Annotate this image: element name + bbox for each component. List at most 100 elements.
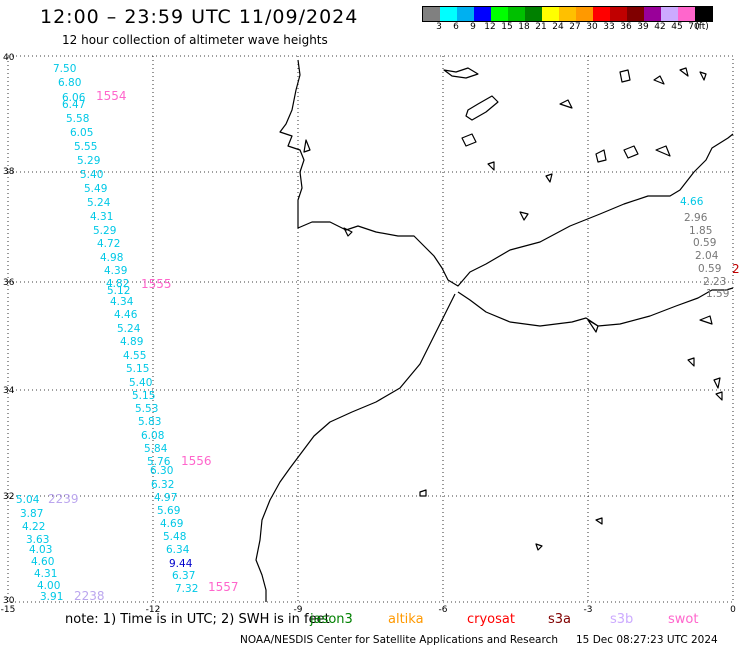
- wave-height-label: 4.66: [680, 196, 704, 208]
- longitude-tick-label: -9: [294, 605, 303, 615]
- pass-id-label: 2238: [74, 589, 105, 603]
- wave-height-label: 5.49: [84, 183, 107, 195]
- wave-height-label: 4.31: [90, 211, 113, 223]
- latitude-tick-label: 34: [3, 386, 15, 396]
- wave-height-label: 4.89: [120, 336, 143, 348]
- legend-label: 27: [569, 22, 581, 32]
- wave-height-label: 6.06: [62, 92, 86, 104]
- legend-label: 12: [484, 22, 496, 32]
- map-subtitle: 12 hour collection of altimeter wave hei…: [62, 33, 328, 47]
- wave-height-label: 6.37: [172, 570, 195, 582]
- wave-height-label: 6.32: [151, 479, 174, 491]
- wave-height-label: 5.12: [107, 285, 130, 297]
- wave-height-label: 5.58: [66, 113, 89, 125]
- legend-label: 18: [518, 22, 530, 32]
- legend-label: 9: [470, 22, 476, 32]
- legend-label: 6: [453, 22, 459, 32]
- wave-height-label: 3.91: [40, 591, 63, 603]
- wave-height-label: 5.55: [74, 141, 97, 153]
- legend-swatch-6: [508, 7, 525, 21]
- wave-height-label: 4.22: [22, 521, 45, 533]
- wave-height-label: 4.69: [160, 518, 183, 530]
- pass-id-label: 1555: [141, 277, 172, 291]
- longitude-tick-label: -6: [439, 605, 448, 615]
- legend-label: 33: [603, 22, 615, 32]
- wave-height-label: 3.87: [20, 508, 43, 520]
- wave-height-label: 1.59: [706, 288, 729, 300]
- pass-id-label: 1554: [96, 89, 127, 103]
- latitude-tick-label: 36: [3, 278, 15, 288]
- wave-height-label: 3.63: [26, 534, 49, 546]
- wave-height-label: 5.04: [16, 494, 40, 506]
- wave-height-label: 4.39: [104, 265, 127, 277]
- wave-height-label: 5.29: [77, 155, 100, 167]
- wave-height-label: 4.34: [110, 296, 134, 308]
- wave-height-label: 9.44: [169, 558, 193, 570]
- satellite-altika: altika: [388, 612, 424, 627]
- legend-label: 39: [637, 22, 649, 32]
- wave-height-label: 2.23: [703, 276, 726, 288]
- wave-height-label: 1.85: [689, 225, 712, 237]
- wave-height-label: 5.83: [138, 416, 161, 428]
- wave-height-label: 4.60: [31, 556, 54, 568]
- wave-height-label: 5.48: [163, 531, 186, 543]
- legend-swatch-5: [491, 7, 508, 21]
- wave-height-label: 7.50: [53, 63, 76, 75]
- legend-label: 70: [688, 22, 700, 32]
- wave-height-label: 5.53: [135, 403, 158, 415]
- longitude-tick-label: -15: [1, 605, 16, 615]
- wave-height-label: 6.47: [62, 99, 85, 111]
- legend-swatch-14: [644, 7, 661, 21]
- wave-height-label: 4.72: [97, 238, 120, 250]
- legend-label: 3: [436, 22, 442, 32]
- legend-swatch-7: [525, 7, 542, 21]
- legend-swatch-9: [559, 7, 576, 21]
- satellite-jason3: jason3: [310, 612, 353, 627]
- pass-id-label: 2239: [48, 492, 79, 506]
- latitude-tick-label: 32: [3, 492, 14, 502]
- legend-label: 21: [535, 22, 547, 32]
- legend-label: 30: [586, 22, 598, 32]
- graticule: [8, 56, 733, 602]
- legend-label: 24: [552, 22, 564, 32]
- footer-credit: NOAA/NESDIS Center for Satellite Applica…: [240, 634, 718, 646]
- wave-height-label: 4.46: [114, 309, 138, 321]
- wave-height-label: 5.24: [87, 197, 111, 209]
- map-frame: [7, 55, 734, 603]
- wave-height-label: 5.15: [126, 363, 149, 375]
- footer-note: note: 1) Time is in UTC; 2) SWH is in fe…: [65, 612, 330, 627]
- legend-swatch-4: [474, 7, 491, 21]
- wave-height-label: 6.08: [141, 430, 164, 442]
- wave-height-label: 0.59: [698, 263, 721, 275]
- longitude-tick-label: -3: [584, 605, 593, 615]
- wave-height-label: 5.40: [129, 377, 152, 389]
- wave-height-label: 4.03: [29, 544, 52, 556]
- wave-height-label: 5.40: [80, 169, 103, 181]
- map-title: 12:00 – 23:59 UTC 11/09/2024: [40, 6, 359, 28]
- wave-height-label: 5.15: [132, 390, 155, 402]
- legend-label: 15: [501, 22, 513, 32]
- coastline: [255, 59, 734, 602]
- pass-id-label: 2: [732, 262, 740, 276]
- legend-swatch-10: [576, 7, 593, 21]
- legend-swatch-1: [423, 7, 440, 21]
- wave-height-label: 0.59: [693, 237, 716, 249]
- legend-swatch-12: [610, 7, 627, 21]
- legend-swatch-2: [440, 7, 457, 21]
- legend-swatch-17: [695, 7, 712, 21]
- longitude-tick-label: -12: [146, 605, 161, 615]
- wave-height-label: 4.55: [123, 350, 146, 362]
- legend-swatch-8: [542, 7, 559, 21]
- wave-height-label: 4.98: [100, 252, 123, 264]
- wave-height-label: 5.69: [157, 505, 180, 517]
- wave-height-label: 6.05: [70, 127, 93, 139]
- pass-id-label: 1556: [181, 454, 212, 468]
- satellite-swot: swot: [668, 612, 699, 627]
- wave-height-label: 5.29: [93, 225, 116, 237]
- credit-text: NOAA/NESDIS Center for Satellite Applica…: [240, 634, 558, 646]
- latitude-tick-label: 30: [3, 596, 15, 606]
- wave-height-label: 6.80: [58, 77, 81, 89]
- wave-height-label: 6.34: [166, 544, 190, 556]
- wave-height-label: 5.76: [147, 456, 171, 468]
